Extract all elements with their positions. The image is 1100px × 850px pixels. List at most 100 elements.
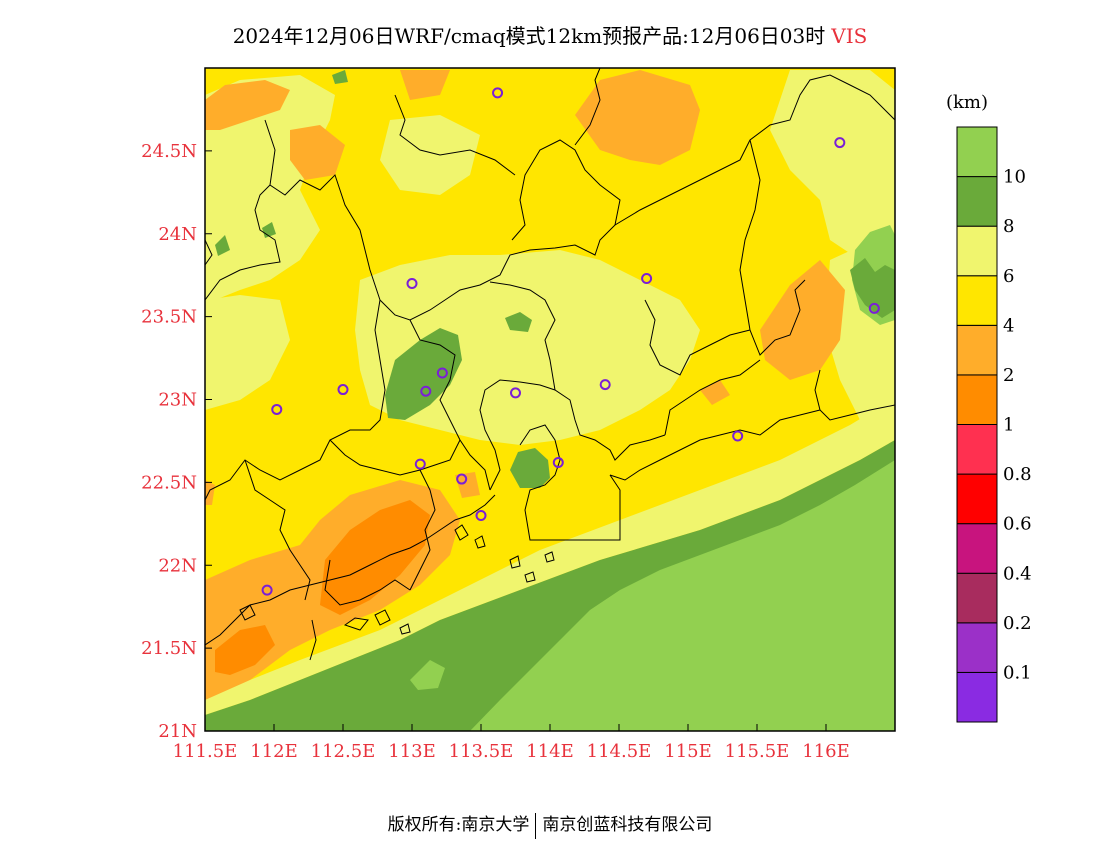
green-patch-foshan [385,328,462,420]
station-marker [337,384,349,396]
station-marker [599,379,611,391]
station-marker [492,87,504,99]
boundary-line [244,459,311,601]
colorbar-tick-label: 0.8 [1003,464,1032,485]
boundary-line [205,184,281,301]
colorbar-segment [956,671,998,723]
colorbar-tick-label: 4 [1003,315,1014,336]
light-orange-region-north2 [290,125,345,180]
station-marker [510,387,521,399]
green-patch-east-dark [850,258,895,318]
colorbar-tick-label: 2 [1003,365,1014,386]
y-tick-label: 23.5N [141,307,197,328]
green-patch-west [215,235,230,256]
island-outline [544,551,555,563]
station-marker [552,456,564,468]
x-tick-label: 115.5E [725,741,790,762]
boundary-line [664,359,761,436]
footer-right: 南京创蓝科技有限公司 [542,815,713,835]
colorbar-tick-label: 0.1 [1003,662,1032,683]
island-outline [399,623,411,635]
island-outline [239,604,256,621]
footer-separator [535,812,537,839]
variable-name: VIS [831,24,868,48]
colorbar-tick-label: 1 [1003,415,1014,436]
boundary-line [329,439,461,476]
boundary-line [644,299,751,376]
station-marker [641,273,653,285]
y-tick-label: 21.5N [141,638,197,659]
light-orange-region-north3 [400,70,450,100]
footer-left: 版权所有:南京大学 [387,815,530,835]
colorbar-tick-label: 0.4 [1003,563,1032,584]
colorbar-segment [956,572,998,624]
sea-light-green-patch [410,660,445,690]
island-outline [474,535,486,549]
boundary-line [519,424,621,541]
colorbar-tick-label: 6 [1003,266,1014,287]
station-marker [475,510,487,522]
orange-region-south1 [320,500,430,615]
boundary-line [409,319,491,491]
light-yellow-region-northeast [770,70,895,260]
station-marker [420,385,432,397]
station-marker [406,277,418,289]
x-tick-label: 113E [388,741,436,762]
coastline [609,409,821,481]
station-marker [271,403,283,415]
x-tick-label: 115E [664,741,712,762]
colorbar-segment [956,176,998,227]
colorbar-tick-label: 0.2 [1003,613,1032,634]
island-outline [454,524,469,541]
colorbar-segment [956,523,998,574]
colorbar-segment [956,324,998,376]
colorbar-segment [956,424,998,475]
station-marker [732,430,744,442]
light-yellow-region-central [355,250,700,445]
station-marker [261,584,273,596]
boundary-line [489,281,556,391]
colorbar-segment [956,374,998,425]
title-text: 2024年12月06日WRF/cmaq模式12km预报产品:12月06日03时 [232,24,826,48]
green-patch-northwest [332,70,348,84]
station-marker [834,137,846,149]
station-markers [261,87,880,596]
station-marker [414,458,426,470]
island-outline [309,619,317,661]
colorbar-tick-label: 10 [1003,167,1026,188]
station-marker [436,367,448,379]
island-outline [343,617,369,631]
light-yellow-region-north [380,115,480,195]
colorbar-unit: (km) [946,92,988,113]
light-orange-region-west-edge [205,480,215,505]
boundary-line [814,369,895,421]
green-patch-central [505,312,532,332]
boundary-line [394,94,516,176]
x-tick-label: 114E [526,741,574,762]
visibility-field [205,68,895,731]
station-marker [868,302,880,314]
boundary-line [409,469,436,591]
boundary-line [205,299,386,501]
boundary-line [324,559,411,606]
x-tick-label: 113.5E [449,741,514,762]
light-orange-region-east [760,260,845,380]
colorbar-segment [956,622,998,673]
y-tick-label: 23N [158,390,197,411]
orange-region-south2 [215,625,275,675]
map-title: 2024年12月06日WRF/cmaq模式12km预报产品:12月06日03时 V… [0,20,1100,49]
y-tick-label: 22N [158,555,197,576]
colorbar-segment [956,275,998,326]
colorbar-tick-label: 8 [1003,216,1014,237]
y-tick-label: 21N [158,721,197,742]
light-yellow-coastal-belt [205,400,895,715]
y-tick-label: 24.5N [141,141,197,162]
colorbar-segment [956,225,998,277]
light-orange-region-north1 [205,80,290,130]
boundary-line [614,74,895,226]
boundary-line [574,68,601,146]
light-orange-region-southcentral [455,472,480,498]
x-tick-label: 112.5E [311,741,376,762]
island-outline [509,555,521,569]
